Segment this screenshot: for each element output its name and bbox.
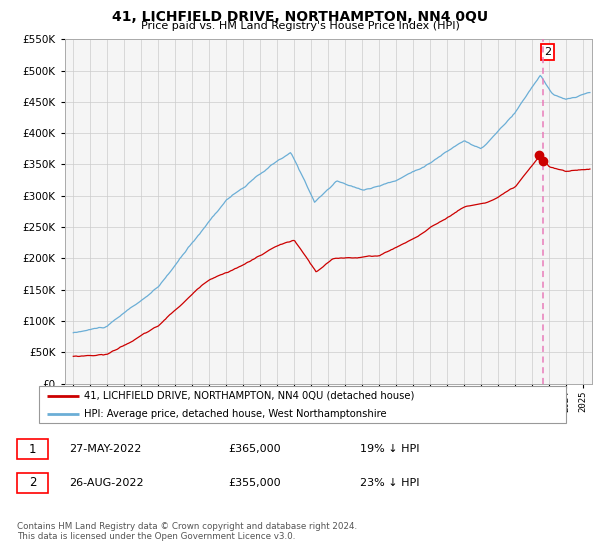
Text: 2: 2: [544, 46, 551, 57]
Text: £365,000: £365,000: [228, 444, 281, 454]
Text: 23% ↓ HPI: 23% ↓ HPI: [360, 478, 419, 488]
Text: £355,000: £355,000: [228, 478, 281, 488]
Text: 2: 2: [29, 476, 36, 489]
Text: Contains HM Land Registry data © Crown copyright and database right 2024.
This d: Contains HM Land Registry data © Crown c…: [17, 522, 357, 542]
Text: HPI: Average price, detached house, West Northamptonshire: HPI: Average price, detached house, West…: [84, 409, 386, 419]
Text: 26-AUG-2022: 26-AUG-2022: [69, 478, 143, 488]
Text: 27-MAY-2022: 27-MAY-2022: [69, 444, 142, 454]
Text: Price paid vs. HM Land Registry's House Price Index (HPI): Price paid vs. HM Land Registry's House …: [140, 21, 460, 31]
FancyBboxPatch shape: [39, 386, 566, 423]
Text: 19% ↓ HPI: 19% ↓ HPI: [360, 444, 419, 454]
Text: 41, LICHFIELD DRIVE, NORTHAMPTON, NN4 0QU (detached house): 41, LICHFIELD DRIVE, NORTHAMPTON, NN4 0Q…: [84, 390, 414, 400]
Text: 1: 1: [29, 442, 36, 456]
Text: 41, LICHFIELD DRIVE, NORTHAMPTON, NN4 0QU: 41, LICHFIELD DRIVE, NORTHAMPTON, NN4 0Q…: [112, 10, 488, 24]
